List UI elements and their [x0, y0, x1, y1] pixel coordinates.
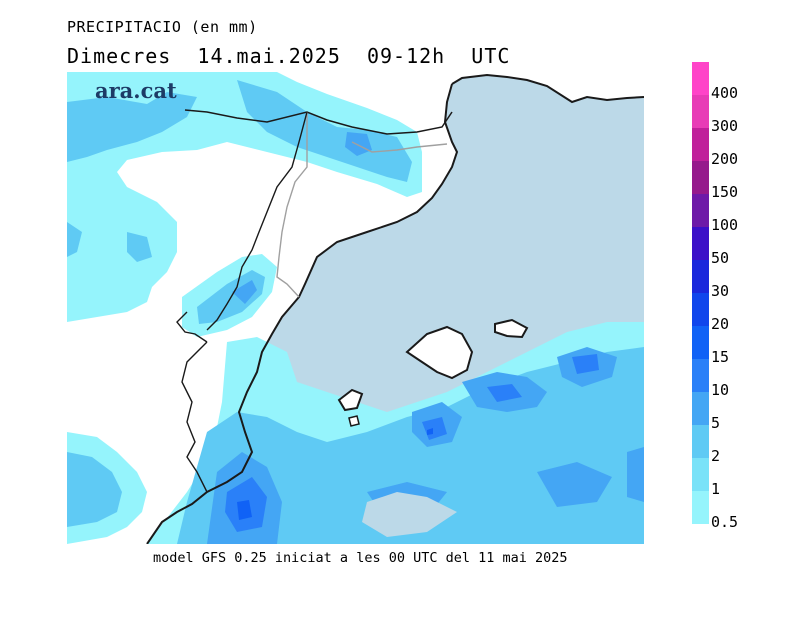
rain-region-nw-2	[67, 80, 412, 262]
legend-swatch-10	[692, 359, 709, 392]
legend-label-300: 300	[711, 117, 739, 135]
menorca-island	[494, 318, 529, 339]
legend-swatch-1	[692, 458, 709, 491]
legend-label-50: 50	[711, 249, 730, 267]
rain-region-ebro-3	[232, 280, 257, 304]
ibiza-island	[337, 388, 364, 412]
legend-label-400: 400	[711, 84, 739, 102]
legend-label-30: 30	[711, 282, 730, 300]
legend-label-0.5: 0.5	[711, 513, 739, 531]
map-canvas	[67, 72, 644, 544]
legend-label-5: 5	[711, 414, 721, 432]
legend-label-150: 150	[711, 183, 739, 201]
legend-swatch-30	[692, 260, 709, 293]
legend-swatch-400	[692, 62, 709, 95]
ara-cat-logo: ara.cat	[95, 78, 177, 103]
legend-swatch-100	[692, 194, 709, 227]
legend-label-200: 200	[711, 150, 739, 168]
legend-swatch-20	[692, 293, 709, 326]
precipitation-map	[67, 72, 644, 544]
province-border	[176, 111, 308, 493]
legend-label-10: 10	[711, 381, 730, 399]
rain-region-sea-south-3	[207, 347, 644, 544]
region-border	[276, 112, 448, 298]
legend-swatch-300	[692, 95, 709, 128]
legend-label-20: 20	[711, 315, 730, 333]
legend-label-1: 1	[711, 480, 721, 498]
legend-label-100: 100	[711, 216, 739, 234]
rain-region-sea-south-4	[225, 354, 599, 532]
legend-swatch-0.5	[692, 491, 709, 524]
model-run-caption: model GFS 0.25 iniciat a les 00 UTC del …	[153, 550, 568, 566]
legend-swatch-150	[692, 161, 709, 194]
map-variable-title: PRECIPITACIO (en mm)	[67, 18, 258, 36]
legend-label-2: 2	[711, 447, 721, 465]
french-border	[184, 109, 453, 135]
legend-swatch-200	[692, 128, 709, 161]
legend-label-15: 15	[711, 348, 730, 366]
legend-swatch-15	[692, 326, 709, 359]
precipitation-legend: 400 300 200 150 100 50 30 20 15 10 5 2 1 0.5	[692, 62, 738, 531]
legend-swatch-5	[692, 392, 709, 425]
rain-region-sw-2	[67, 452, 122, 527]
coastline	[146, 73, 644, 544]
dry-patch-south	[362, 492, 457, 537]
formentera-island	[348, 415, 360, 427]
rain-region-nw-3	[345, 132, 372, 156]
mallorca-island	[405, 325, 474, 380]
map-date-title: Dimecres 14.mai.2025 09-12h UTC	[67, 44, 511, 68]
legend-swatch-2	[692, 425, 709, 458]
legend-swatch-50	[692, 227, 709, 260]
